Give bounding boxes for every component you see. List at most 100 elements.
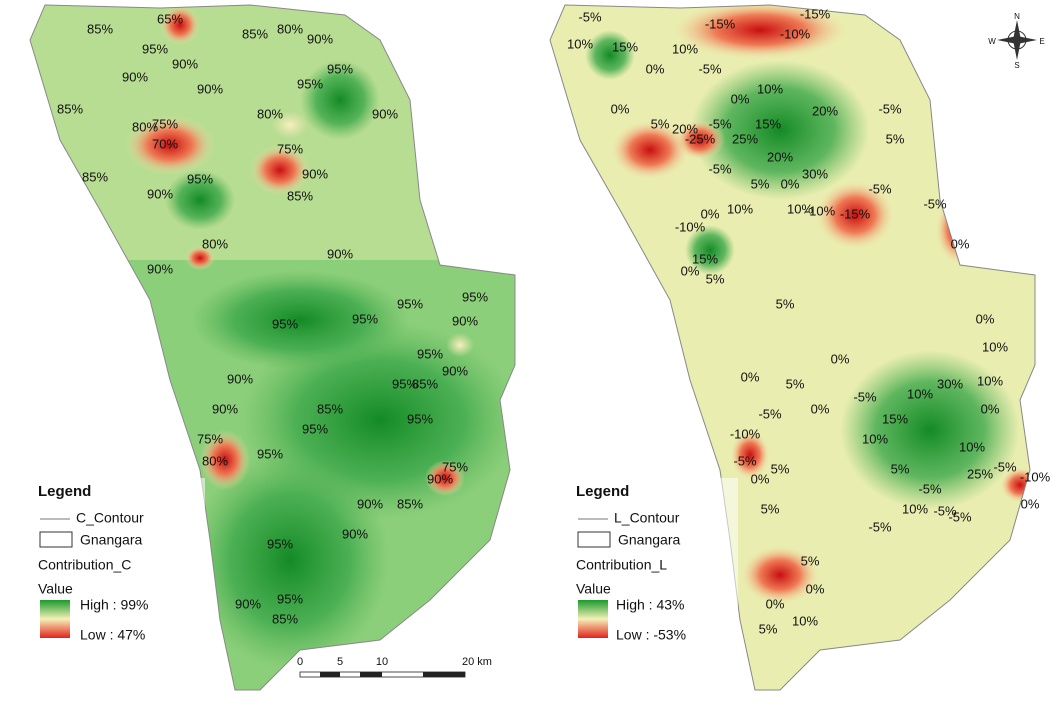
contour-label: 95%	[392, 376, 418, 391]
scale-label: 5	[337, 656, 343, 668]
contour-label: 25%	[967, 466, 993, 481]
contour-label: 95%	[352, 311, 378, 326]
legend-item: Gnangara	[618, 532, 680, 548]
contour-label: 0%	[646, 61, 665, 76]
contour-label: 70%	[152, 136, 178, 151]
contour-label: 95%	[277, 591, 303, 606]
contour-label: 10%	[792, 613, 818, 628]
contour-label: 65%	[157, 11, 183, 26]
contour-label: 80%	[202, 236, 228, 251]
legend-high: High : 43%	[616, 597, 684, 613]
contour-label: -5%	[868, 519, 892, 534]
contour-label: 10%	[959, 439, 985, 454]
contour-label: 75%	[152, 116, 178, 131]
contour-label: -10%	[730, 426, 761, 441]
contour-label: 15%	[612, 39, 638, 54]
contour-label: -5%	[733, 453, 757, 468]
legend-ramp	[40, 600, 70, 638]
contour-label: -5%	[933, 503, 957, 518]
contour-label: 30%	[937, 376, 963, 391]
contour-label: 80%	[202, 453, 228, 468]
contour-label: 5%	[786, 376, 805, 391]
contour-label: 0%	[611, 101, 630, 116]
contour-label: 85%	[317, 401, 343, 416]
contour-label: -5%	[578, 9, 602, 24]
contour-label: -10%	[1020, 469, 1051, 484]
contour-label: 0%	[731, 91, 750, 106]
compass	[997, 20, 1037, 60]
contour-label: 75%	[442, 459, 468, 474]
contour-label: -5%	[698, 61, 722, 76]
contour-label: 15%	[882, 411, 908, 426]
contour-label: 5%	[801, 553, 820, 568]
contour-label: 85%	[87, 21, 113, 36]
contour-label: 0%	[981, 401, 1000, 416]
contour-label: 10%	[862, 431, 888, 446]
scale-bar	[299, 671, 466, 678]
contour-label: 0%	[831, 351, 850, 366]
contour-label: 0%	[781, 176, 800, 191]
contour-label: 95%	[187, 171, 213, 186]
contour-label: 75%	[277, 141, 303, 156]
contour-label: 5%	[759, 621, 778, 636]
contour-label: 90%	[302, 166, 328, 181]
contour-label: -10%	[805, 203, 836, 218]
contour-label: 95%	[397, 296, 423, 311]
contour-label: 90%	[327, 246, 353, 261]
contour-label: 90%	[372, 106, 398, 121]
contour-label: 10%	[982, 339, 1008, 354]
left-legend: Legend C_Contour Gnangara Contribution_C…	[30, 478, 205, 653]
contour-label: 30%	[802, 166, 828, 181]
contour-label: 95%	[462, 289, 488, 304]
contour-label: -15%	[840, 206, 871, 221]
contour-label: 10%	[787, 201, 813, 216]
contour-label: 90%	[442, 363, 468, 378]
contour-label: 85%	[397, 496, 423, 511]
contour-label: 95%	[302, 421, 328, 436]
legend-low: Low : 47%	[80, 627, 145, 643]
contour-label: -5%	[923, 196, 947, 211]
contour-label: 10%	[907, 386, 933, 401]
contour-label: 85%	[82, 169, 108, 184]
contour-label: 90%	[357, 496, 383, 511]
contour-label: 0%	[701, 206, 720, 221]
legend-item: Value	[38, 581, 73, 597]
contour-label: 90%	[147, 261, 173, 276]
contour-label: 95%	[272, 316, 298, 331]
legend-low: Low : -53%	[616, 627, 686, 643]
legend-item: Contribution_L	[576, 557, 667, 573]
contour-label: 5%	[706, 271, 725, 286]
contour-label: 90%	[452, 313, 478, 328]
contour-label: 0%	[976, 311, 995, 326]
contour-label: 5%	[776, 296, 795, 311]
legend-high: High : 99%	[80, 597, 148, 613]
right-legend: Legend L_Contour Gnangara Contribution_L…	[568, 478, 738, 653]
contour-label: -5%	[868, 181, 892, 196]
contour-label: 0%	[681, 263, 700, 278]
contour-label: 20%	[767, 149, 793, 164]
contour-label: 85%	[412, 376, 438, 391]
contour-label: 10%	[757, 81, 783, 96]
contour-label: 0%	[951, 236, 970, 251]
contour-label: -15%	[800, 6, 831, 21]
compass-letter: E	[1039, 37, 1044, 46]
contour-label: 85%	[242, 26, 268, 41]
contour-label: 20%	[812, 103, 838, 118]
contour-label: 95%	[297, 76, 323, 91]
contour-label: -5%	[993, 459, 1017, 474]
contour-label: 90%	[235, 596, 261, 611]
contour-label: -5%	[853, 389, 877, 404]
contour-label: 75%	[197, 431, 223, 446]
scale-label: 10	[376, 656, 388, 668]
contour-label: -25%	[685, 131, 716, 146]
contour-label: 85%	[57, 101, 83, 116]
contour-label: 90%	[197, 81, 223, 96]
contour-label: 90%	[427, 471, 453, 486]
contour-label: 15%	[755, 116, 781, 131]
contour-label: 10%	[672, 41, 698, 56]
contour-label: -5%	[948, 509, 972, 524]
contour-label: -15%	[705, 16, 736, 31]
contour-label: 85%	[272, 611, 298, 626]
contour-label: 90%	[122, 69, 148, 84]
